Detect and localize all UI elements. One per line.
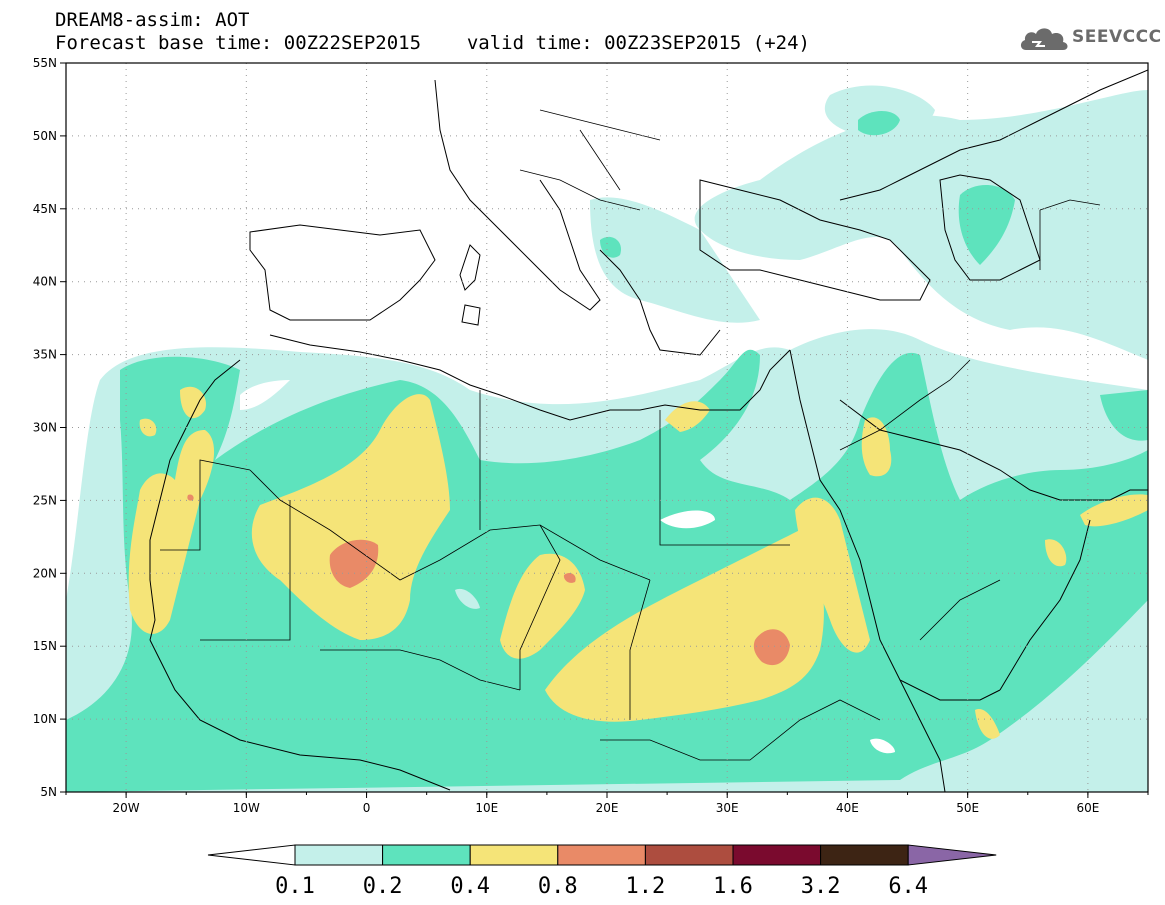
lat-tick-label: 15N — [33, 639, 57, 653]
colorbar-level-label: 1.6 — [713, 874, 753, 899]
base-time: Forecast base time: 00Z22SEP2015 — [55, 32, 422, 54]
valid-time: valid time: 00Z23SEP2015 (+24) — [466, 32, 810, 54]
lat-tick-label: 20N — [33, 566, 57, 580]
aot-band-0.4-0.8 — [128, 386, 1148, 739]
colorbar-level-label: 0.1 — [275, 874, 315, 899]
latitude-axis: 55N 50N 45N 40N 35N 30N 25N 20N 15N 10N 5N — [33, 56, 66, 799]
lat-tick-label: 30N — [33, 421, 57, 435]
lon-tick-label: 30E — [716, 801, 739, 815]
colorbar-level-label: 0.2 — [363, 874, 403, 899]
lat-tick-label: 40N — [33, 275, 57, 289]
colorbar-segment — [557, 844, 646, 866]
forecast-times: Forecast base time: 00Z22SEP2015 valid t… — [55, 32, 810, 54]
colorbar-level-label: 1.2 — [626, 874, 666, 899]
clean-air-patches — [240, 380, 895, 754]
colorbar-level-label: 6.4 — [888, 874, 928, 899]
lat-tick-label: 45N — [33, 202, 57, 216]
colorbar-level-label: 0.8 — [538, 874, 578, 899]
colorbar-level-label: 3.2 — [801, 874, 841, 899]
colorbar-level-label: 0.4 — [450, 874, 490, 899]
coastlines — [149, 69, 1148, 792]
lon-tick-label: 40E — [836, 801, 859, 815]
longitude-axis: 20W 10W 0 10E 20E 30E 40E 50E 60E — [65, 792, 1149, 815]
aot-field — [66, 63, 1148, 792]
colorbar-segment — [382, 844, 471, 866]
lat-tick-label: 10N — [33, 712, 57, 726]
colorbar-over-arrow — [907, 844, 997, 866]
lat-tick-label: 5N — [40, 785, 57, 799]
colorbar-segment — [732, 844, 822, 866]
aot-band-0.8-1.2 — [187, 494, 790, 666]
lon-tick-label: 10W — [233, 801, 260, 815]
graticule — [66, 63, 1148, 792]
lon-tick-label: 0 — [363, 801, 371, 815]
country-borders — [160, 109, 1101, 761]
colorbar-segment — [644, 844, 734, 866]
map-title: DREAM8-assim: AOT — [55, 9, 250, 31]
lon-tick-label: 20W — [113, 801, 140, 815]
colorbar: 0.1 0.2 0.4 0.8 1.2 1.6 3.2 6.4 — [207, 844, 997, 899]
colorbar-segment — [469, 844, 559, 866]
lon-tick-label: 60E — [1076, 801, 1099, 815]
lon-tick-label: 20E — [596, 801, 619, 815]
lat-tick-label: 55N — [33, 56, 57, 70]
lat-tick-label: 50N — [33, 129, 57, 143]
colorbar-segment — [820, 844, 909, 866]
cloud-icon — [1020, 28, 1068, 50]
seevccc-logo: SEEVCCC — [1018, 22, 1161, 56]
colorbar-segment — [294, 844, 384, 866]
lat-tick-label: 25N — [33, 493, 57, 507]
logo-text: SEEVCCC — [1072, 27, 1162, 47]
lon-tick-label: 50E — [956, 801, 979, 815]
lat-tick-label: 35N — [33, 348, 57, 362]
lon-tick-label: 10E — [475, 801, 498, 815]
colorbar-under-arrow — [207, 844, 296, 866]
